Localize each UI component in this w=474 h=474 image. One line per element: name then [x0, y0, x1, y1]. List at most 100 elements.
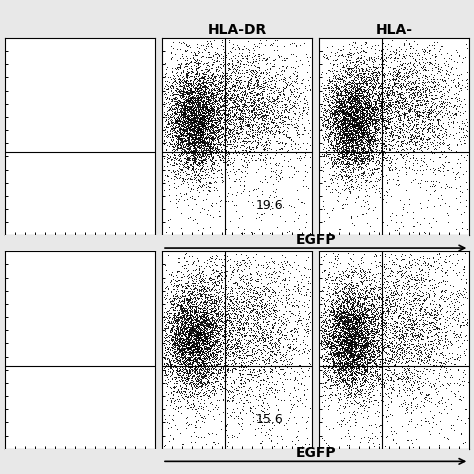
- Point: [353, 378, 361, 386]
- Point: [355, 374, 362, 382]
- Point: [406, 311, 414, 319]
- Point: [192, 51, 200, 59]
- Point: [164, 345, 172, 353]
- Point: [321, 382, 328, 390]
- Point: [178, 147, 186, 155]
- Point: [346, 310, 353, 318]
- Point: [301, 302, 308, 310]
- Point: [259, 295, 267, 302]
- Point: [185, 366, 192, 374]
- Point: [198, 109, 205, 116]
- Point: [354, 354, 362, 361]
- Point: [354, 362, 362, 370]
- Point: [430, 145, 438, 152]
- Point: [178, 292, 186, 299]
- Point: [164, 158, 171, 165]
- Point: [164, 113, 172, 120]
- Point: [232, 359, 239, 367]
- Point: [174, 330, 182, 338]
- Point: [353, 104, 360, 112]
- Point: [419, 125, 427, 132]
- Point: [201, 98, 208, 105]
- Point: [215, 96, 223, 104]
- Point: [344, 159, 352, 167]
- Point: [176, 357, 183, 365]
- Point: [168, 137, 176, 145]
- Point: [347, 385, 355, 393]
- Point: [370, 362, 377, 370]
- Point: [364, 123, 372, 131]
- Point: [357, 163, 365, 171]
- Point: [204, 345, 212, 352]
- Point: [261, 301, 269, 308]
- Point: [365, 317, 373, 324]
- Point: [207, 94, 215, 102]
- Point: [177, 339, 184, 346]
- Point: [194, 317, 201, 325]
- Point: [179, 303, 187, 310]
- Point: [237, 353, 244, 361]
- Point: [288, 202, 295, 210]
- Point: [246, 289, 254, 296]
- Point: [359, 138, 366, 146]
- Point: [182, 132, 189, 140]
- Point: [197, 138, 205, 146]
- Point: [338, 160, 346, 168]
- Point: [294, 303, 301, 311]
- Point: [339, 98, 347, 106]
- Point: [231, 347, 238, 355]
- Point: [270, 193, 277, 201]
- Point: [358, 112, 366, 119]
- Point: [365, 99, 373, 106]
- Point: [190, 111, 197, 118]
- Point: [329, 362, 337, 369]
- Point: [374, 63, 382, 71]
- Point: [444, 380, 451, 387]
- Point: [334, 130, 341, 137]
- Point: [413, 284, 420, 292]
- Point: [347, 100, 355, 108]
- Point: [267, 77, 274, 85]
- Point: [254, 103, 262, 110]
- Point: [368, 116, 375, 124]
- Point: [175, 373, 183, 381]
- Point: [346, 111, 354, 118]
- Point: [417, 325, 425, 333]
- Point: [171, 311, 179, 319]
- Point: [347, 336, 355, 344]
- Point: [226, 347, 234, 355]
- Point: [188, 130, 196, 138]
- Point: [376, 106, 383, 114]
- Point: [180, 66, 187, 73]
- Point: [186, 337, 193, 344]
- Point: [377, 303, 385, 310]
- Point: [393, 302, 401, 310]
- Point: [341, 329, 348, 337]
- Point: [355, 107, 362, 115]
- Point: [237, 308, 244, 315]
- Point: [333, 90, 341, 98]
- Point: [177, 307, 185, 314]
- Point: [355, 113, 363, 121]
- Point: [339, 121, 347, 129]
- Point: [422, 275, 430, 283]
- Point: [323, 297, 331, 304]
- Point: [362, 55, 369, 63]
- Point: [210, 126, 217, 133]
- Point: [438, 90, 446, 98]
- Point: [241, 378, 248, 386]
- Point: [177, 141, 185, 148]
- Point: [185, 327, 193, 335]
- Point: [355, 148, 362, 155]
- Point: [161, 376, 169, 384]
- Point: [199, 267, 207, 275]
- Point: [446, 159, 453, 166]
- Point: [343, 142, 350, 150]
- Point: [341, 343, 348, 351]
- Point: [174, 328, 182, 335]
- Point: [187, 325, 194, 332]
- Point: [267, 291, 275, 298]
- Point: [376, 262, 384, 269]
- Point: [210, 438, 218, 446]
- Point: [346, 103, 354, 110]
